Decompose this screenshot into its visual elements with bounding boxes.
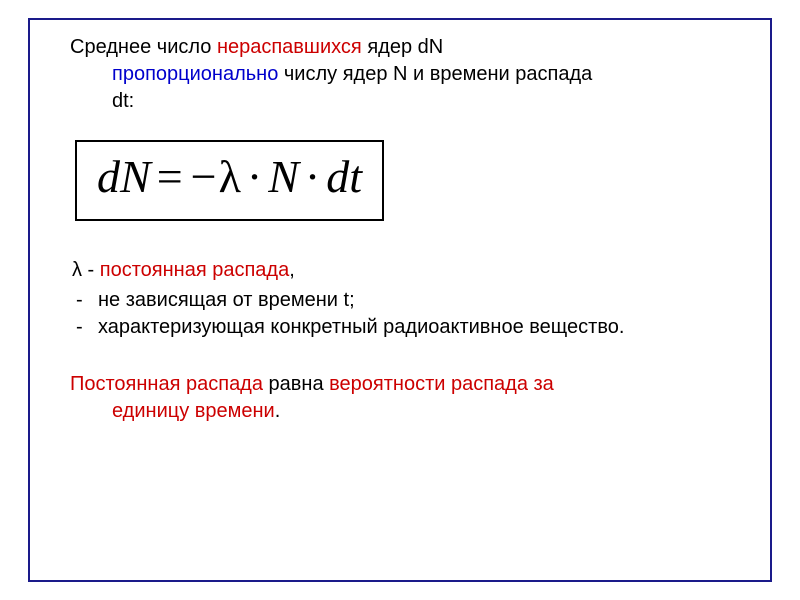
red-term-3-line2: единицу времени <box>112 400 275 422</box>
text-mid1: ядер dN <box>362 36 443 58</box>
text-prefix: Среднее число <box>70 36 217 58</box>
formula-N: N <box>268 151 299 202</box>
lambda-term: постоянная распада <box>100 259 289 281</box>
text-mid2: числу ядер N и времени распада <box>278 63 592 85</box>
lambda-definition: λ - постоянная распада, <box>70 259 740 282</box>
formula: dN=−λ·N·dt <box>97 151 362 202</box>
list-item: не зависящая от времени t; <box>74 287 740 314</box>
formula-dot2: · <box>305 151 320 202</box>
red-term-2: Постоянная распада <box>70 373 263 395</box>
red-term-3: вероятности распада за <box>329 373 554 395</box>
formula-dot1: · <box>247 151 262 202</box>
list-item: характеризующая конкретный радиоактивное… <box>74 314 740 341</box>
text-period: . <box>275 400 281 422</box>
text-mid: равна <box>263 373 329 395</box>
lambda-dash: - <box>82 259 100 281</box>
conclusion-paragraph: Постоянная распада равна вероятности рас… <box>70 371 740 425</box>
slide-frame: Среднее число нераспавшихся ядер dN проп… <box>28 18 772 582</box>
formula-box: dN=−λ·N·dt <box>75 140 384 221</box>
intro-paragraph: Среднее число нераспавшихся ядер dN проп… <box>70 34 740 115</box>
bullet-list: не зависящая от времени t; характеризующ… <box>70 287 740 341</box>
lambda-symbol: λ <box>72 259 82 281</box>
text-tail: dt: <box>70 88 740 115</box>
blue-term-1: пропорционально <box>112 63 278 85</box>
red-term-1: нераспавшихся <box>217 36 362 58</box>
formula-eq: = <box>157 151 183 202</box>
formula-dN: dN <box>97 151 151 202</box>
formula-lambda: λ <box>219 151 241 202</box>
formula-minus: − <box>191 151 217 202</box>
lambda-comma: , <box>289 259 295 281</box>
formula-dt: dt <box>326 151 362 202</box>
